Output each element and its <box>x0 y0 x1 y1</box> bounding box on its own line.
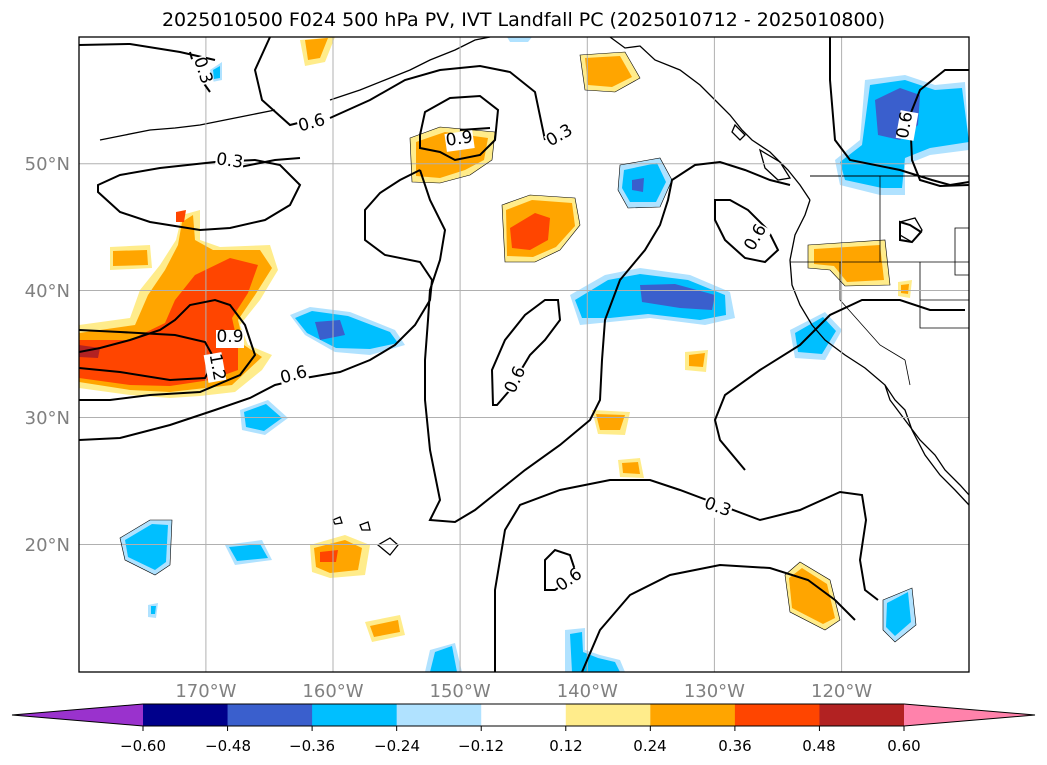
lat-tick-label: 20°N <box>25 535 70 556</box>
lon-tick-label: 130°W <box>684 681 745 702</box>
map-title: 2025010500 F024 500 hPa PV, IVT Landfall… <box>161 9 886 31</box>
map-frame <box>78 36 970 673</box>
colorbar-bin <box>734 704 820 726</box>
positive-anomaly-south <box>310 240 912 642</box>
colorbar-tick-label: 0.48 <box>802 737 835 755</box>
colorbar <box>11 703 1036 731</box>
contour-label: 0.9 <box>216 327 243 347</box>
colorbar-labels: −0.60 −0.48 −0.36 −0.24 −0.12 0.12 0.24 … <box>120 737 921 755</box>
lon-tick-label: 120°W <box>811 681 872 702</box>
contour-label: 1.2 <box>205 352 229 382</box>
lat-tick-label: 50°N <box>25 154 70 175</box>
lon-tick-label: 140°W <box>557 681 618 702</box>
contour-label: 0.6 <box>893 110 917 140</box>
lat-axis: 50°N 40°N 30°N 20°N <box>25 154 70 556</box>
colorbar-bin <box>819 704 905 726</box>
lon-tick-label: 150°W <box>430 681 491 702</box>
colorbar-under-extension <box>12 704 143 726</box>
colorbar-tick-label: −0.60 <box>120 737 166 755</box>
colorbar-tick-label: −0.24 <box>374 737 420 755</box>
colorbar-tick-label: −0.36 <box>289 737 335 755</box>
contour-label: 0.6 <box>740 221 771 254</box>
positive-anomaly-west <box>79 210 278 398</box>
lon-tick-label: 170°W <box>175 681 236 702</box>
contour-label: 0.9 <box>445 127 475 151</box>
colorbar-bin <box>481 704 567 726</box>
colorbar-bin <box>312 704 398 726</box>
contour-label: 0.6 <box>552 564 586 596</box>
contour-label: 0.6 <box>296 110 327 136</box>
lon-tick-label: 160°W <box>302 681 363 702</box>
colorbar-tick-label: 0.36 <box>718 737 751 755</box>
colorbar-tick-label: 0.24 <box>633 737 666 755</box>
positive-anomaly-central <box>300 37 708 478</box>
colorbar-tick-label: 0.60 <box>887 737 920 755</box>
contour-label: 0.6 <box>501 363 531 396</box>
colorbar-over-extension <box>904 704 1035 726</box>
lon-axis: 170°W 160°W 150°W 140°W 130°W 120°W <box>175 681 872 702</box>
contour-label: 0.3 <box>543 120 576 151</box>
colorbar-bin <box>143 704 229 726</box>
colorbar-bin <box>565 704 651 726</box>
colorbar-tick-label: −0.12 <box>458 737 504 755</box>
lat-tick-label: 30°N <box>25 408 70 429</box>
shading-outlines <box>119 51 917 643</box>
colorbar-bin <box>650 704 736 726</box>
lat-tick-label: 40°N <box>25 281 70 302</box>
colorbar-bin <box>396 704 482 726</box>
colorbar-bin <box>227 704 313 726</box>
colorbar-tick-label: 0.12 <box>549 737 582 755</box>
colorbar-tick-label: −0.48 <box>205 737 251 755</box>
contour-label: 0.6 <box>278 362 309 388</box>
coastline-layer <box>99 37 969 556</box>
contour-label: 0.3 <box>215 149 245 173</box>
